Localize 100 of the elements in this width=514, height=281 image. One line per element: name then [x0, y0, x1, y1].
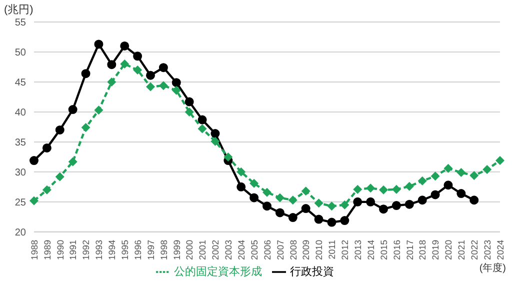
point — [379, 185, 388, 194]
point — [42, 143, 52, 152]
point — [42, 185, 52, 194]
x-tick-label: 1992 — [81, 240, 92, 260]
point — [198, 115, 207, 124]
point — [482, 165, 492, 174]
point — [314, 198, 324, 208]
point — [250, 178, 259, 188]
x-tick-label: 2001 — [198, 240, 208, 260]
point — [94, 106, 104, 115]
x-tick-label: 2004 — [236, 240, 246, 260]
x-tick-label: 2003 — [224, 240, 234, 260]
x-tick-label: 2006 — [262, 240, 272, 260]
point — [366, 197, 376, 206]
x-axis-title: (年度) — [479, 262, 506, 275]
x-tick-label: 2008 — [288, 240, 298, 260]
x-tick-label: 1999 — [172, 240, 182, 260]
point — [392, 184, 401, 194]
point — [430, 172, 440, 181]
point — [146, 70, 155, 80]
point — [146, 82, 155, 92]
point — [456, 189, 466, 198]
point — [353, 197, 362, 206]
point — [133, 65, 142, 74]
point — [392, 201, 401, 210]
x-tick-label: 2019 — [430, 240, 441, 260]
point — [158, 63, 168, 72]
x-tick-label: 2024 — [495, 240, 506, 260]
point — [340, 216, 350, 226]
y-tick-label: 45 — [14, 78, 26, 89]
point — [314, 214, 324, 224]
point — [236, 182, 246, 192]
x-tick-label: 1995 — [120, 240, 130, 260]
point — [288, 196, 298, 205]
point — [418, 196, 427, 205]
x-tick-label: 2013 — [353, 240, 363, 260]
point — [184, 97, 194, 106]
point — [418, 176, 427, 186]
y-tick-label: 35 — [14, 137, 26, 148]
y-tick-label: 50 — [14, 48, 26, 59]
x-tick-label: 1997 — [146, 240, 156, 260]
point — [107, 77, 116, 86]
legend-label: 行政投資 — [290, 266, 334, 278]
point — [353, 184, 362, 194]
point — [288, 213, 298, 222]
point — [55, 172, 64, 182]
y-tick-label: 20 — [14, 227, 26, 238]
point — [68, 105, 78, 114]
point — [444, 164, 453, 173]
x-tick-label: 1994 — [107, 240, 118, 260]
point — [470, 171, 479, 180]
point — [404, 200, 414, 209]
x-tick-label: 2002 — [210, 240, 221, 260]
x-tick-label: 1993 — [94, 240, 104, 260]
point — [262, 188, 272, 197]
point — [55, 125, 64, 134]
point — [379, 204, 388, 214]
x-tick-label: 2018 — [418, 240, 428, 260]
point — [68, 157, 78, 166]
point — [224, 152, 233, 162]
point — [366, 184, 376, 193]
x-tick-label: 2023 — [482, 240, 492, 260]
point — [301, 204, 310, 214]
x-tick-label: 2016 — [392, 240, 402, 260]
point — [275, 193, 284, 202]
point — [236, 167, 246, 176]
point — [120, 59, 130, 68]
y-axis-title: (兆円) — [4, 3, 34, 17]
y-tick-label: 55 — [14, 18, 26, 29]
point — [275, 208, 284, 218]
x-tick-label: 2012 — [340, 240, 350, 260]
point — [250, 193, 259, 202]
point — [301, 186, 310, 196]
x-tick-label: 1996 — [132, 240, 143, 260]
point — [172, 78, 181, 88]
point — [172, 86, 181, 95]
point — [184, 107, 194, 116]
point — [30, 196, 38, 206]
point — [262, 202, 272, 211]
x-tick-label: 2015 — [378, 240, 389, 260]
x-tick-label: 2017 — [404, 240, 415, 260]
point — [444, 180, 453, 190]
y-tick-label: 30 — [14, 167, 26, 178]
x-tick-label: 2009 — [301, 240, 312, 260]
point — [327, 202, 336, 211]
x-tick-label: 1998 — [158, 240, 169, 260]
point — [210, 129, 220, 138]
legend-label: 公的固定資本形成 — [174, 266, 262, 278]
point — [496, 156, 504, 166]
x-tick-label: 2010 — [314, 240, 324, 260]
x-tick-label: 2005 — [249, 240, 260, 260]
x-tick-label: 1991 — [68, 240, 78, 260]
point — [30, 156, 38, 166]
point — [456, 168, 466, 178]
point — [430, 190, 440, 200]
x-tick-label: 2007 — [275, 240, 286, 260]
point — [404, 182, 414, 191]
y-tick-label: 40 — [14, 108, 26, 119]
x-tick-label: 1990 — [55, 240, 66, 260]
point — [133, 52, 142, 61]
